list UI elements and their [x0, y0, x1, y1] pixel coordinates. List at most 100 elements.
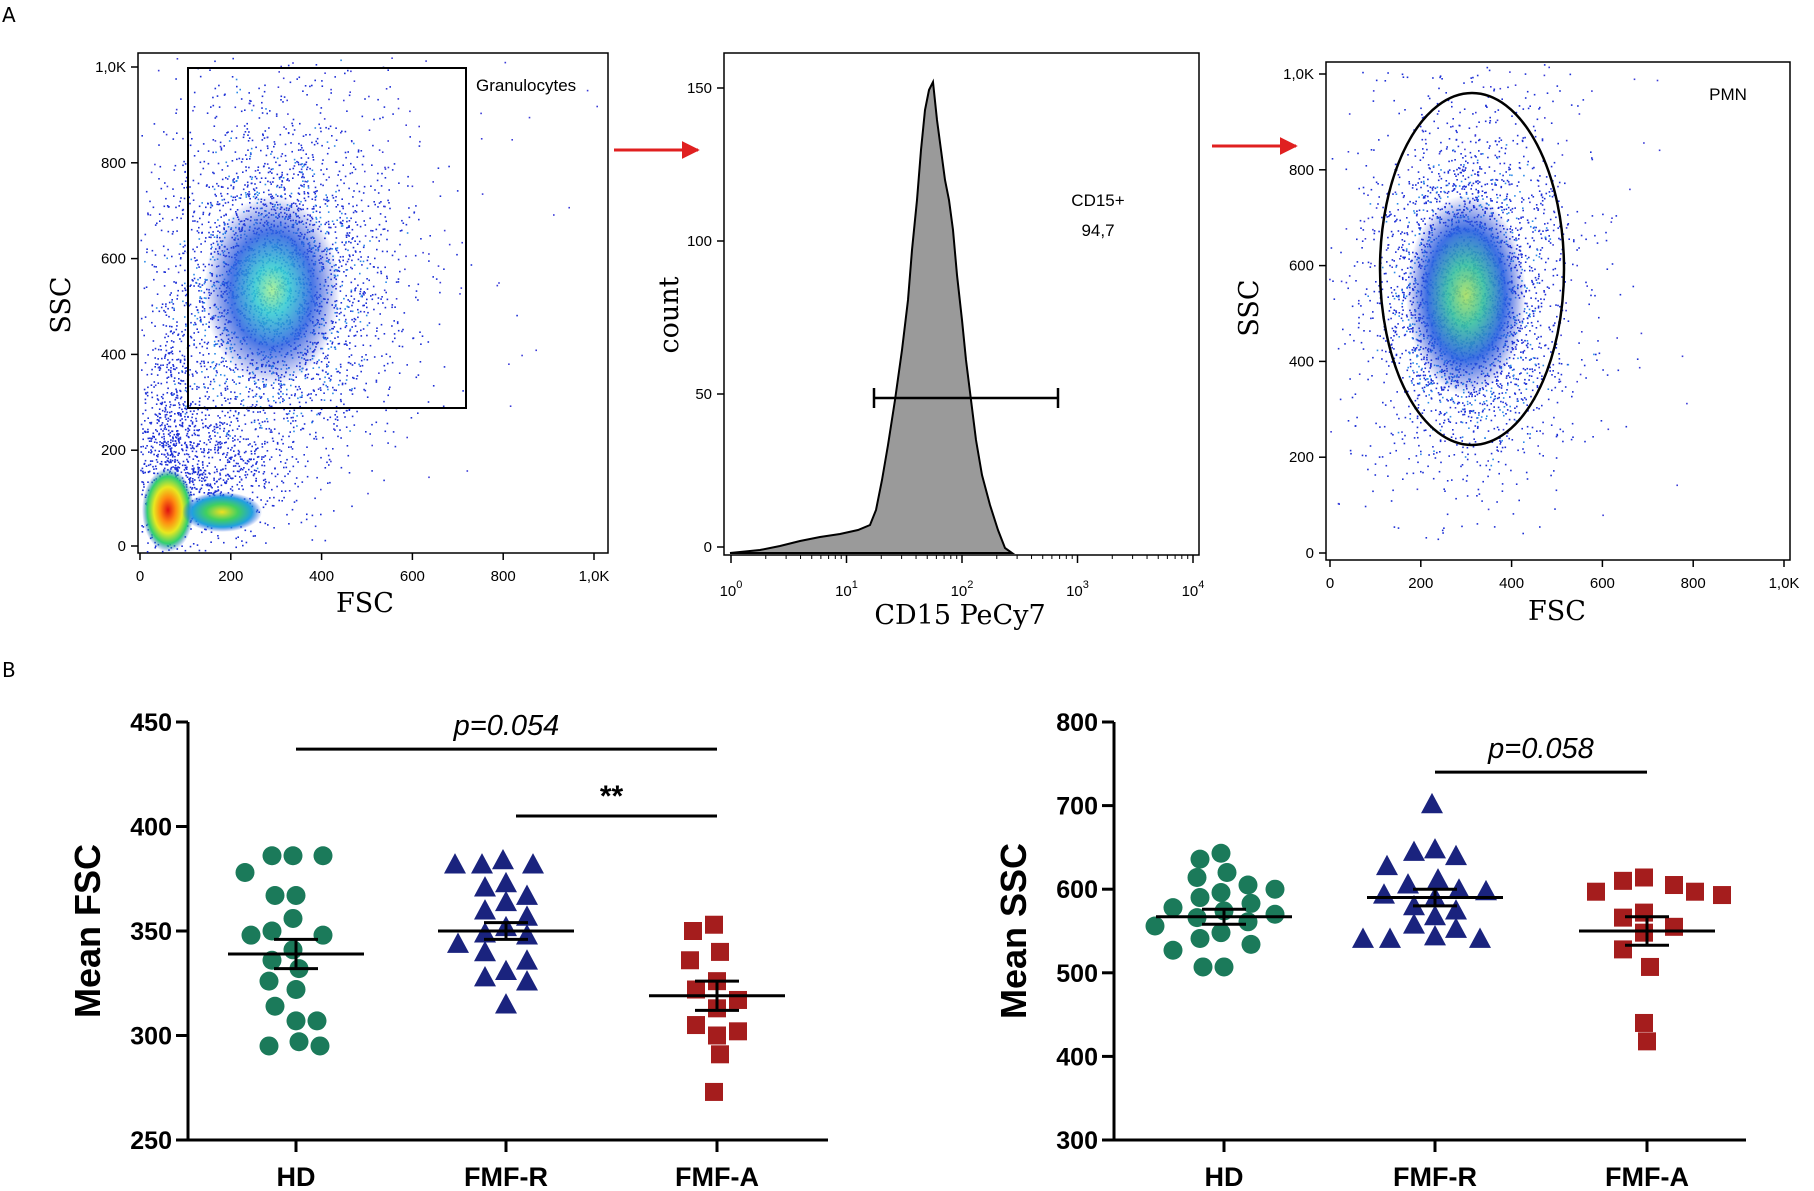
plot1-event — [210, 438, 212, 440]
plot1-event — [184, 287, 186, 290]
plot1-event — [213, 367, 215, 370]
plot1-event — [314, 79, 316, 82]
plot1-event — [271, 437, 274, 440]
plot1-event — [151, 249, 154, 252]
plot1-event — [194, 424, 197, 427]
plot1-event — [215, 374, 217, 377]
plot1-event — [191, 488, 193, 490]
plot1-event — [226, 452, 229, 454]
plot1-event — [348, 226, 350, 228]
plot1-event — [204, 418, 207, 420]
plot1-event — [177, 452, 180, 455]
plot1-event — [193, 343, 195, 345]
plot1-event — [184, 316, 186, 318]
plot1-event — [243, 414, 246, 417]
plot1-event — [173, 307, 175, 310]
plot1-event — [365, 314, 368, 317]
plot1-event — [404, 268, 406, 271]
plot1-event — [196, 372, 198, 374]
plot1-event — [298, 76, 301, 79]
plot1-event — [397, 107, 400, 110]
plot1-event — [345, 409, 348, 412]
plot1-event — [158, 419, 160, 421]
plot1-event — [220, 374, 222, 376]
plot1-event — [448, 243, 451, 246]
plot1-event — [196, 309, 199, 311]
plot1-event — [207, 341, 210, 344]
plot1-event — [217, 203, 220, 206]
plot1-event — [201, 480, 203, 482]
plot1-event — [284, 490, 287, 492]
plot1-event — [250, 421, 253, 424]
plot1-event — [231, 76, 234, 78]
plot1-event — [258, 87, 260, 90]
plot1-event — [201, 531, 203, 534]
plot1-event — [166, 205, 169, 207]
plot1-event — [182, 460, 185, 463]
plot1-event — [336, 247, 339, 249]
plot1-event — [189, 486, 192, 489]
plot1-event — [336, 419, 339, 421]
plot1-event — [268, 167, 270, 169]
plot1-event — [167, 425, 170, 428]
plot1-event — [306, 475, 309, 478]
plot1-event — [159, 220, 161, 222]
plot1-event — [267, 189, 270, 192]
plot1-event — [232, 187, 235, 190]
plot1-event — [244, 529, 247, 532]
plot1-event — [232, 181, 234, 183]
plot1-event — [198, 400, 201, 403]
plot1-event — [174, 455, 176, 458]
plot1-event — [189, 478, 191, 480]
plot1-event — [158, 432, 161, 435]
plot1-event — [368, 95, 370, 98]
plot1-event — [166, 341, 168, 343]
plot1-event — [203, 492, 206, 494]
plot1-event — [345, 294, 347, 297]
plot1-event — [456, 253, 458, 256]
plot1-event — [212, 388, 215, 390]
plot1-event — [394, 337, 396, 340]
plot1-event — [168, 433, 170, 436]
plot1-event — [163, 254, 166, 257]
plot1-event — [371, 444, 373, 447]
plot1-event — [193, 210, 196, 213]
plot1-event — [215, 405, 217, 408]
plot1-event — [278, 178, 281, 180]
plot1-event — [191, 413, 194, 415]
plot1-event — [280, 395, 282, 398]
plot1-event — [157, 453, 159, 456]
plot1-event — [216, 468, 218, 471]
plot1-event — [255, 196, 258, 198]
plot1-event — [164, 357, 166, 359]
plot1-event — [346, 217, 348, 219]
plot1-event — [243, 133, 245, 136]
plot1-event — [321, 162, 324, 165]
plot1-event — [208, 432, 210, 434]
plot1-event — [174, 440, 177, 442]
plot1-event — [196, 473, 199, 476]
plot1-event — [158, 369, 161, 371]
plot1-event — [303, 197, 306, 200]
plot1-event — [279, 401, 281, 404]
plot1-event — [340, 466, 343, 469]
plot1-event — [276, 157, 279, 160]
plot1-event — [275, 113, 278, 115]
plot1-event — [309, 133, 311, 136]
plot1-event — [188, 304, 190, 307]
plot1-event — [143, 334, 145, 337]
plot1-event — [223, 430, 225, 432]
plot1-event — [264, 503, 267, 506]
plot1-event — [369, 263, 372, 265]
plot1-event — [214, 353, 216, 355]
plot1-event — [427, 401, 430, 403]
plot1-event — [190, 336, 193, 339]
plot1-event — [198, 429, 200, 431]
plot1-event — [316, 360, 319, 363]
plot1-event — [165, 303, 167, 305]
plot1-event — [350, 70, 352, 73]
plot1-event — [179, 414, 182, 417]
plot1-event — [322, 173, 325, 176]
plot1-event — [243, 125, 246, 127]
plot1-event — [311, 141, 313, 144]
